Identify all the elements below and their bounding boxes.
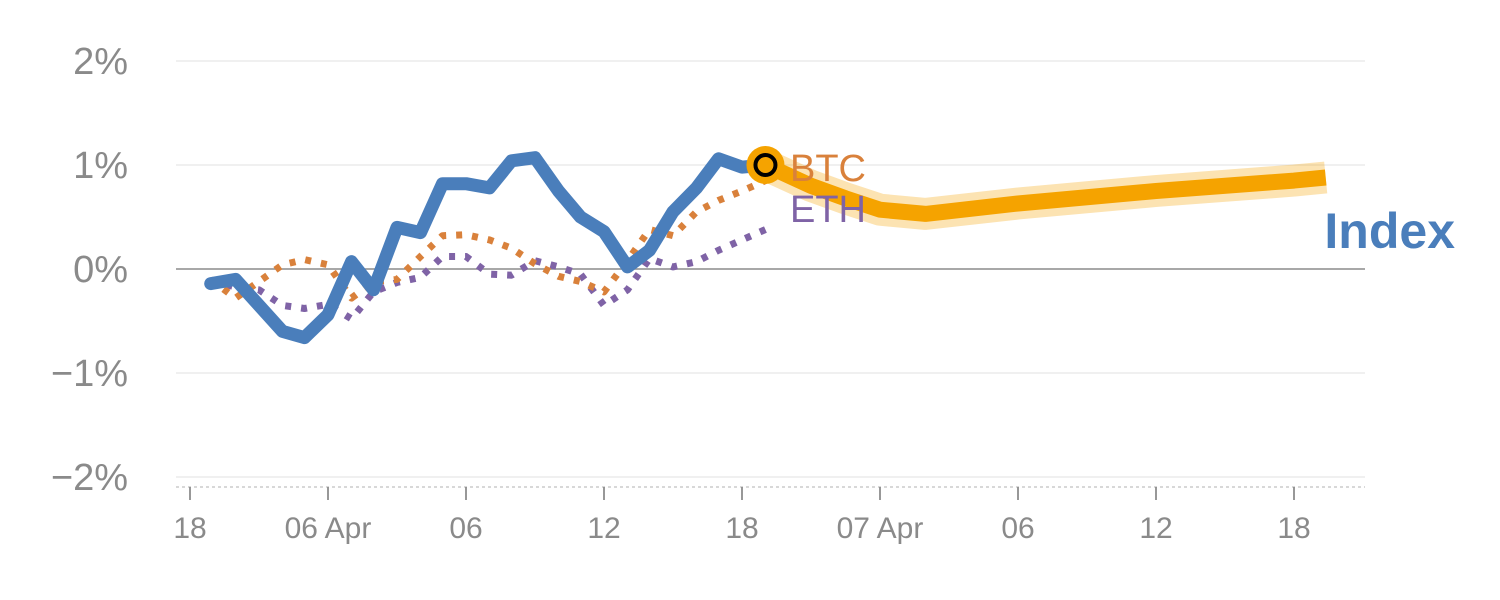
x-tick-label-0: 18 — [173, 512, 206, 545]
series-label-index: Index — [1324, 203, 1455, 259]
x-tick-label-8: 18 — [1277, 512, 1310, 545]
y-tick-label-3: −1% — [51, 353, 128, 395]
series-index-line — [204, 151, 772, 345]
series-forecast-line — [762, 157, 1327, 222]
x-tick-label-4: 18 — [725, 512, 758, 545]
x-tick-label-3: 12 — [587, 512, 620, 545]
current-marker-ring — [753, 153, 778, 177]
y-tick-label-4: −2% — [51, 457, 128, 499]
x-tick-label-5: 07 Apr — [837, 512, 924, 545]
series-eth-line — [209, 226, 767, 323]
x-tick-label-7: 12 — [1139, 512, 1172, 545]
series-btc-line — [208, 177, 767, 302]
current-marker-outer — [746, 146, 785, 184]
marker-layer — [746, 146, 785, 184]
series-label-btc: BTC — [790, 148, 866, 190]
axis-layer: 2% 1% 0% −1% −2% 18 06 Apr 06 12 18 07 Apr 06 12 18 — [51, 41, 1365, 545]
series-layer — [204, 150, 1328, 345]
x-tick-label-2: 06 — [449, 512, 482, 545]
y-tick-label-1: 1% — [73, 145, 128, 187]
x-tick-label-1: 06 Apr — [285, 512, 372, 545]
x-tick-label-6: 06 — [1001, 512, 1034, 545]
y-tick-label-0: 2% — [73, 41, 128, 83]
y-tick-label-2: 0% — [73, 249, 128, 291]
grid-layer — [176, 60, 1365, 478]
series-label-eth: ETH — [790, 189, 866, 231]
